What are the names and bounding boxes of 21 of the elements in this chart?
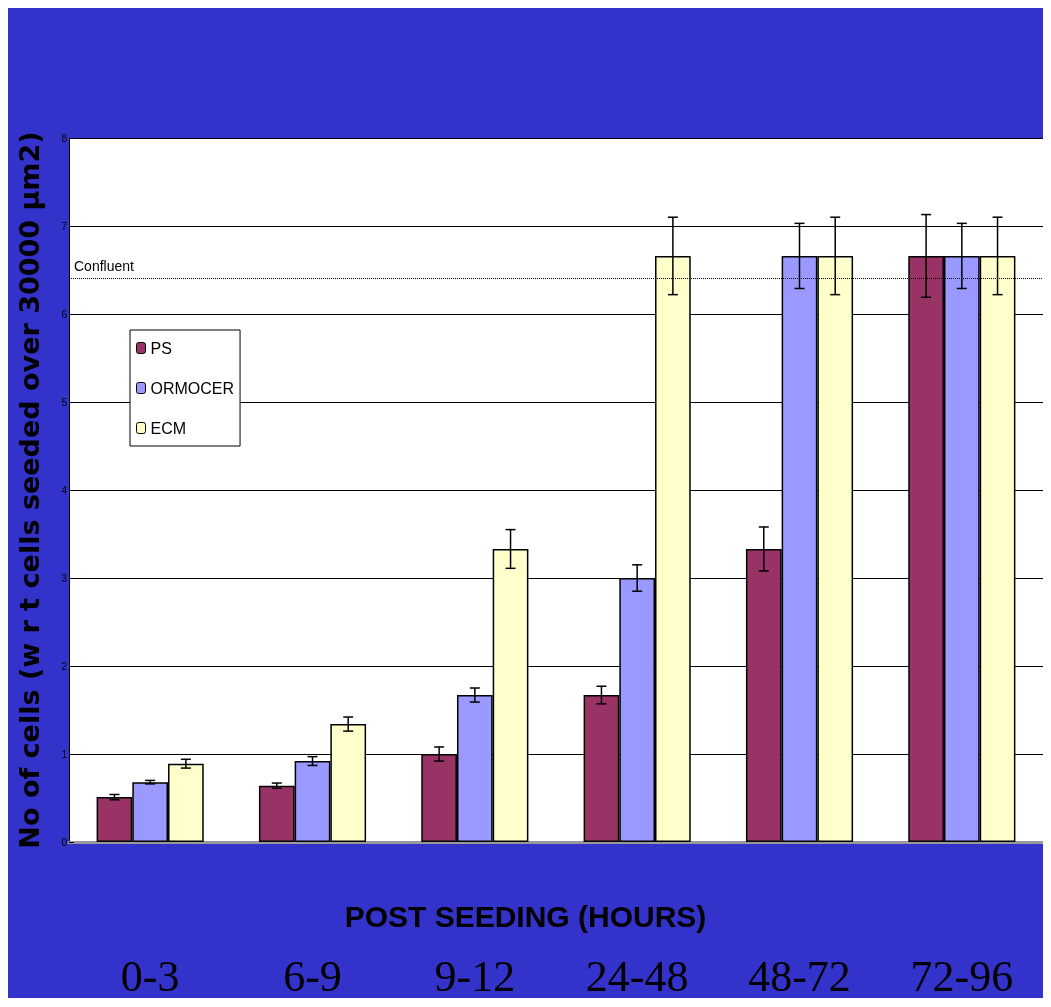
y-tick-label: 1 bbox=[61, 748, 68, 760]
x-tick-label: 0-3 bbox=[120, 951, 180, 1001]
legend-label: ECM bbox=[150, 419, 187, 437]
x-tick-label: 48-72 bbox=[748, 951, 851, 1001]
x-tick-label: 6-9 bbox=[283, 951, 342, 1001]
y-tick-label: 3 bbox=[61, 572, 68, 584]
x-tick-label: 24-48 bbox=[585, 951, 689, 1001]
x-axis-title: POST SEEDING (HOURS) bbox=[344, 899, 707, 933]
ref-line-label: Confluent bbox=[74, 257, 135, 274]
y-tick-label: 6 bbox=[61, 308, 68, 320]
legend-label: PS bbox=[150, 339, 172, 357]
y-tick-label: 8 bbox=[61, 132, 68, 144]
y-axis-title: No of cells (w r t cells seeded over 30000 µm2) bbox=[14, 131, 45, 849]
y-tick-label: 0 bbox=[61, 836, 68, 848]
x-tick-label: 72-96 bbox=[910, 951, 1014, 1001]
legend-label: ORMOCER bbox=[150, 379, 235, 397]
x-tick-label: 9-12 bbox=[434, 951, 516, 1001]
y-tick-label: 4 bbox=[61, 484, 68, 496]
y-tick-label: 7 bbox=[61, 220, 68, 232]
y-tick-label: 2 bbox=[61, 660, 68, 672]
y-tick-label: 5 bbox=[61, 396, 68, 408]
